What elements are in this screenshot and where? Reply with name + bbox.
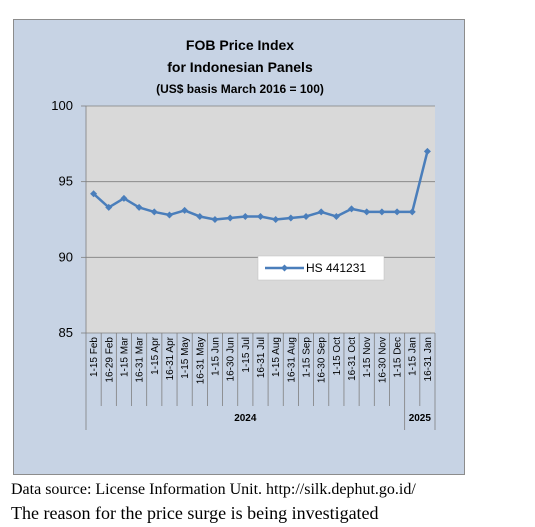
y-tick-label: 100 — [51, 98, 73, 113]
series-hs-441231 — [90, 147, 431, 223]
data-point — [317, 208, 325, 216]
year-group-label: 2024 — [234, 413, 257, 424]
data-point — [165, 211, 173, 219]
data-point — [196, 212, 204, 220]
x-tick-label: 16-31 Jan — [423, 337, 434, 381]
chart-subtitle: (US$ basis March 2016 = 100) — [156, 82, 324, 96]
chart-title-line-1: FOB Price Index — [186, 37, 294, 53]
data-point — [211, 216, 219, 223]
x-tick-label: 16-30 Jun — [226, 337, 237, 381]
data-point — [135, 203, 143, 211]
line-chart: FOB Price Index for Indonesian Panels (U… — [51, 37, 436, 430]
data-point — [105, 203, 113, 211]
legend-label: HS 441231 — [306, 261, 366, 275]
x-tick-label: 1-15 Aug — [271, 337, 282, 377]
x-tick-label: 16-31 Mar — [135, 336, 146, 382]
y-axis-ticks: 85 90 95 100 — [51, 98, 73, 340]
data-point — [363, 208, 371, 216]
data-point — [272, 216, 280, 223]
x-tick-label: 1-15 Oct — [332, 337, 343, 376]
x-axis-ticks: 1-15 Feb 16-29 Feb 1-15 Mar 16-31 Mar 1-15 A… — [89, 336, 434, 384]
x-axis-groups: 2024 2025 — [85, 406, 436, 430]
x-tick-label: 16-30 Nov — [377, 337, 388, 383]
y-tick-label: 95 — [59, 174, 73, 189]
x-tick-label: 16-29 Feb — [104, 337, 115, 383]
x-tick-label: 1-15 Feb — [89, 337, 100, 377]
data-point — [226, 214, 234, 222]
x-tick-label: 16-31 Apr — [165, 336, 176, 380]
year-group-label: 2025 — [409, 413, 432, 424]
x-tick-label: 1-15 Jan — [408, 337, 419, 376]
x-tick-label: 16-31 May — [195, 337, 206, 384]
x-tick-label: 1-15 Nov — [362, 337, 373, 378]
data-point — [348, 205, 356, 213]
chart-title: FOB Price Index for Indonesian Panels (U… — [156, 37, 324, 96]
x-tick-label: 16-31 Aug — [286, 337, 297, 383]
data-point — [120, 194, 128, 202]
data-point — [393, 208, 401, 216]
x-tick-label: 1-15 Apr — [150, 336, 161, 374]
data-point — [181, 206, 189, 214]
price-surge-note: The reason for the price surge is being … — [11, 503, 379, 523]
legend-marker — [281, 264, 288, 272]
data-point — [408, 208, 416, 216]
data-point — [150, 208, 158, 216]
data-point — [302, 212, 310, 220]
axes — [81, 105, 436, 406]
data-point — [332, 212, 340, 220]
x-tick-label: 16-31 Jul — [256, 337, 267, 378]
x-tick-label: 1-15 Jul — [241, 337, 252, 373]
data-point — [287, 214, 295, 222]
x-tick-label: 16-31 Oct — [347, 337, 358, 381]
data-point — [423, 147, 431, 155]
x-tick-label: 1-15 Dec — [393, 337, 404, 378]
data-point — [378, 208, 386, 216]
chart-title-line-2: for Indonesian Panels — [167, 59, 313, 75]
data-point — [90, 190, 98, 198]
data-point — [257, 212, 264, 220]
x-tick-label: 1-15 Sep — [302, 337, 313, 378]
chart-area: FOB Price Index for Indonesian Panels (U… — [13, 19, 465, 475]
data-point — [241, 212, 249, 220]
x-tick-label: 16-30 Sep — [317, 337, 328, 384]
x-tick-label: 1-15 Mar — [119, 336, 130, 377]
y-tick-label: 85 — [59, 325, 73, 340]
y-tick-label: 90 — [59, 249, 73, 264]
x-tick-label: 1-15 May — [180, 337, 191, 379]
x-tick-label: 1-15 Jun — [210, 337, 221, 376]
data-source-note: Data source: License Information Unit. h… — [11, 481, 416, 498]
legend: HS 441231 — [257, 255, 385, 281]
